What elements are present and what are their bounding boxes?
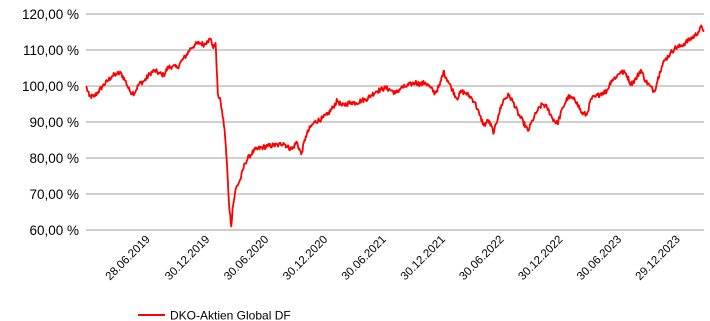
- x-tick-label: 30.06.2020: [222, 234, 271, 283]
- legend: DKO-Aktien Global DF: [138, 309, 291, 321]
- x-tick-label: 29.12.2023: [634, 234, 683, 283]
- x-tick-label: 30.06.2021: [340, 234, 389, 283]
- x-tick-label: 28.06.2019: [104, 234, 153, 283]
- y-axis-ticks: 60,00 % 70,00 % 80,00 % 90,00 % 100,00 % 110,…: [22, 7, 79, 238]
- y-tick-label: 120,00 %: [22, 7, 79, 22]
- y-tick-label: 70,00 %: [29, 187, 79, 202]
- series-layer: [85, 24, 705, 228]
- y-tick-label: 100,00 %: [22, 79, 79, 94]
- x-axis-ticks: 28.06.2019 30.12.2019 30.06.2020 30.12.2020…: [104, 234, 683, 283]
- x-tick-label: 30.06.2022: [457, 234, 506, 283]
- y-tick-label: 90,00 %: [29, 115, 79, 130]
- y-tick-label: 60,00 %: [29, 223, 79, 238]
- x-tick-label: 30.12.2021: [399, 234, 448, 283]
- series-line: [85, 24, 705, 228]
- x-tick-label: 30.12.2020: [281, 234, 330, 283]
- x-tick-label: 30.06.2023: [575, 234, 624, 283]
- gridlines: [86, 13, 704, 195]
- y-tick-label: 80,00 %: [29, 151, 79, 166]
- legend-label: DKO-Aktien Global DF: [170, 309, 291, 321]
- x-tick-label: 30.12.2022: [516, 234, 565, 283]
- x-tick-label: 30.12.2019: [163, 234, 212, 283]
- y-tick-label: 110,00 %: [23, 43, 79, 58]
